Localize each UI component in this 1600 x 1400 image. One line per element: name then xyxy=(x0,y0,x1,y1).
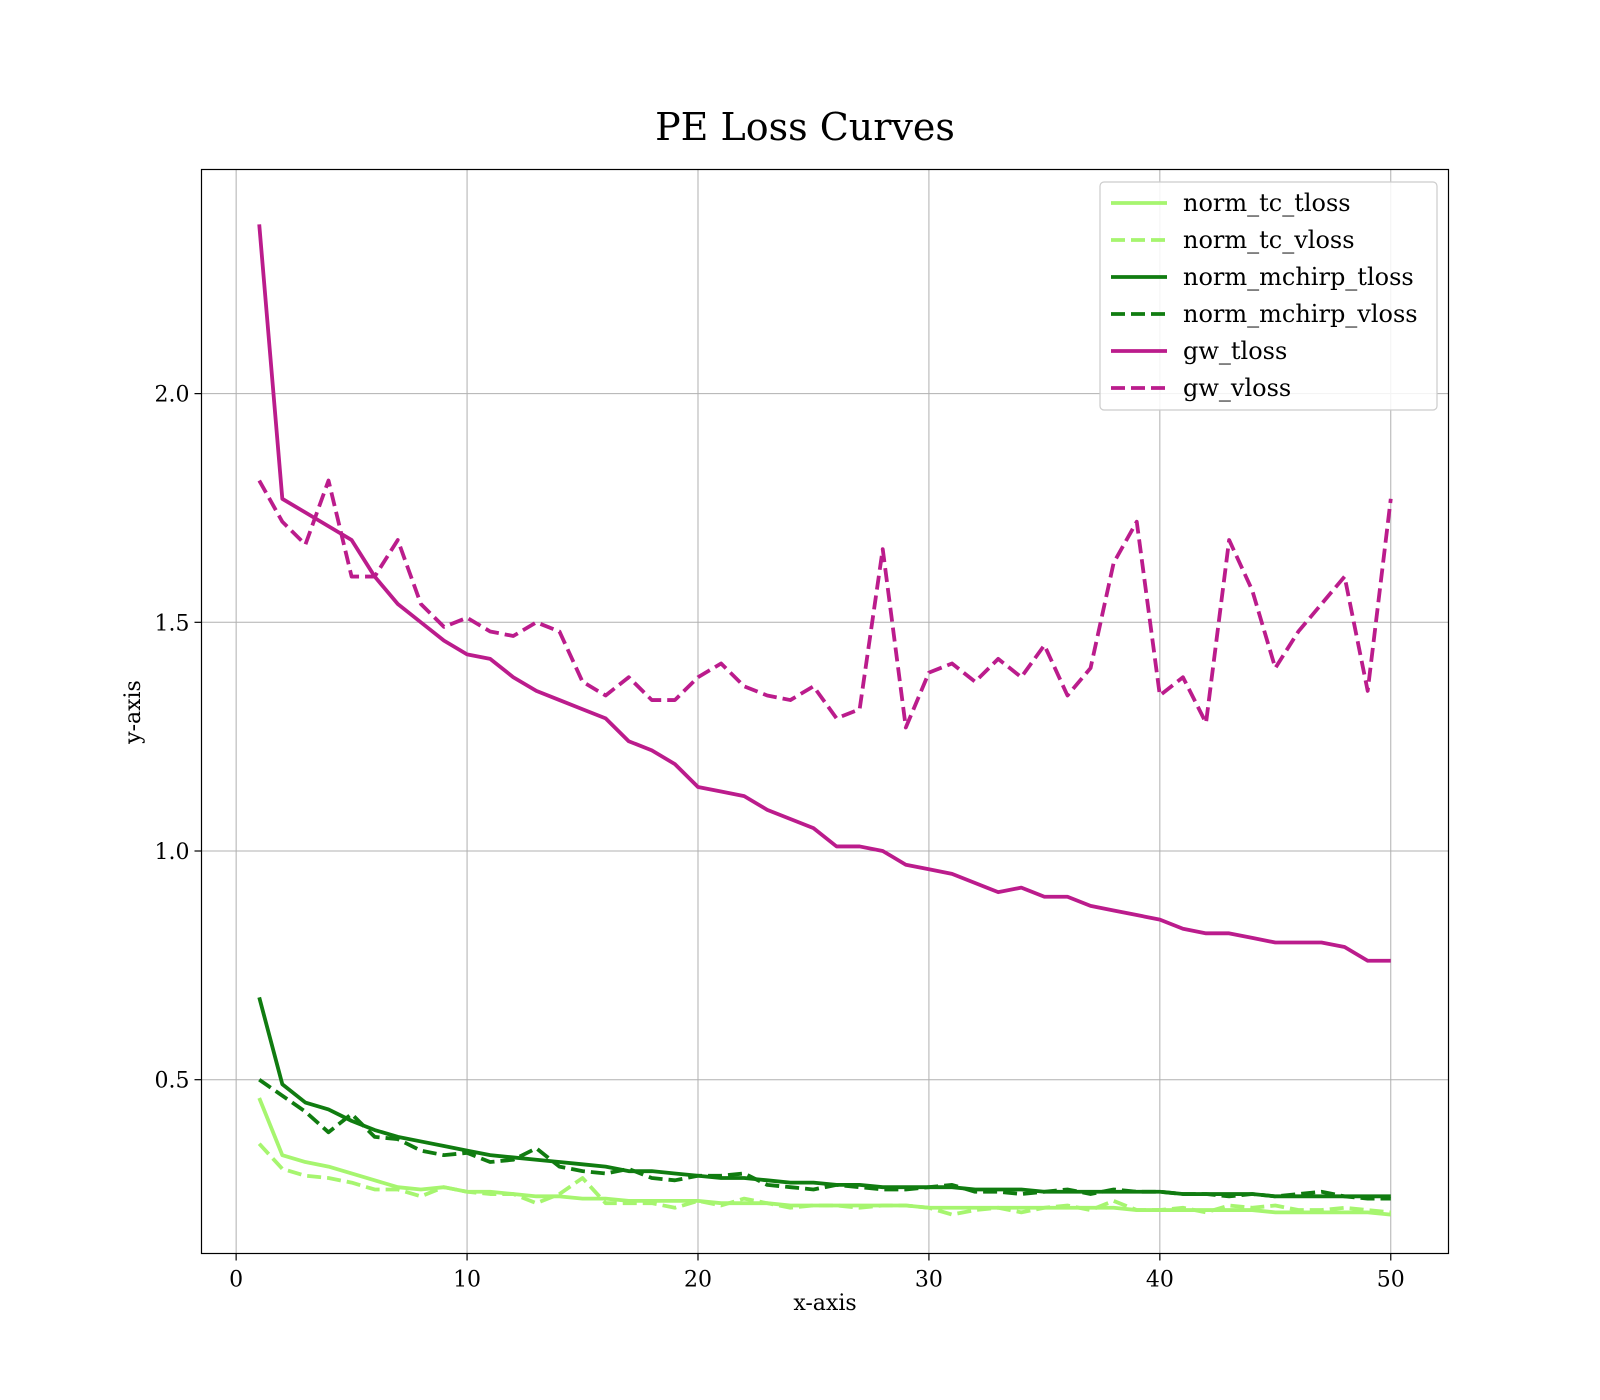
x-tick-label: 30 xyxy=(915,1268,943,1293)
legend-label: norm_tc_tloss xyxy=(1183,189,1351,217)
legend-label: gw_tloss xyxy=(1183,337,1287,365)
y-tick-label: 0.5 xyxy=(155,1069,190,1094)
legend-label: norm_mchirp_vloss xyxy=(1183,300,1418,328)
y-tick-label: 2.0 xyxy=(155,383,190,408)
plot-frame xyxy=(200,168,1450,1255)
chart-title: PE Loss Curves xyxy=(655,105,955,149)
series-layer xyxy=(257,224,1393,1217)
series-line-gw-vloss xyxy=(257,478,1393,730)
x-axis-label: x-axis xyxy=(793,1291,856,1316)
legend: norm_tc_tloss norm_tc_vloss norm_mchirp_tl… xyxy=(1099,181,1438,411)
y-tick-label: 1.0 xyxy=(155,840,190,865)
series-line-norm-tc-vloss xyxy=(257,1142,1391,1217)
x-tick-label: 40 xyxy=(1146,1268,1174,1293)
x-tick-label: 50 xyxy=(1377,1268,1405,1293)
legend-box xyxy=(1099,181,1438,411)
legend-label: norm_mchirp_tloss xyxy=(1183,263,1414,291)
series-line-gw-tloss xyxy=(257,224,1391,963)
series-line-norm-mchirp-vloss xyxy=(258,1078,1391,1201)
x-tick-label: 0 xyxy=(229,1268,243,1293)
y-tick-label: 1.5 xyxy=(155,611,190,636)
y-axis-label: y-axis xyxy=(121,680,146,745)
x-tick-label: 20 xyxy=(684,1268,712,1293)
legend-label: norm_tc_vloss xyxy=(1183,226,1355,254)
ticks: 0 10 20 30 40 50 0.5 1.0 1.5 2.0 xyxy=(155,383,1405,1293)
legend-label: gw_vloss xyxy=(1183,374,1291,402)
x-tick-label: 10 xyxy=(453,1268,481,1293)
